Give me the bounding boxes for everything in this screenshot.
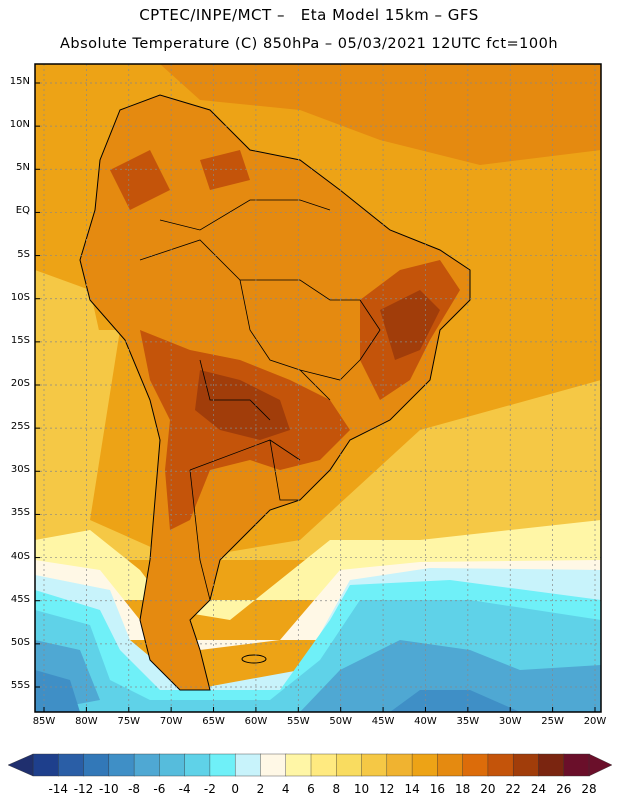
colorbar-tick-label: -10 — [99, 782, 119, 796]
colorbar-tick-label: -6 — [153, 782, 166, 796]
hottest-core — [195, 290, 440, 440]
latitude-label: 50S — [10, 636, 30, 648]
colorbar-swatch — [159, 753, 186, 777]
colorbar-swatch — [386, 753, 413, 777]
colorbar-left-arrow — [7, 753, 34, 777]
colorbar-swatch — [260, 753, 287, 777]
colorbar-tick-label: -2 — [203, 782, 216, 796]
colorbar-swatch — [563, 753, 590, 777]
title-line-1: CPTEC/INPE/MCT – Eta Model 15km – GFS — [139, 6, 479, 24]
longitude-label: 50W — [329, 716, 352, 727]
longitude-label: 80W — [75, 716, 98, 727]
longitude-label: 70W — [159, 716, 183, 727]
latitude-label: 55S — [10, 680, 30, 691]
country-borders — [139, 199, 381, 601]
colorbar-tick-label: -12 — [73, 782, 94, 796]
colorbar-tick-label: 12 — [379, 782, 395, 796]
latitude-label: 10S — [10, 291, 30, 303]
colorbar-swatch — [234, 753, 262, 777]
colorbar-tick-label: 26 — [556, 782, 572, 796]
colorbar-tick-label: -8 — [128, 782, 141, 796]
colorbar-swatch — [285, 753, 312, 777]
colorbar-swatch — [361, 753, 388, 777]
colorbar-swatch — [209, 753, 236, 777]
colorbar-tick-label: 22 — [505, 782, 521, 796]
colorbar-tick-label: 6 — [307, 782, 315, 796]
longitude-label: 85W — [32, 716, 56, 727]
latitude-label: 30S — [10, 464, 30, 476]
colorbar-swatch — [58, 753, 85, 777]
colorbar-swatch — [133, 753, 161, 777]
colorbar-tick-label: 8 — [332, 782, 341, 796]
map-field — [35, 64, 601, 712]
axis-ticks — [35, 82, 596, 712]
longitude-label: 60W — [244, 716, 268, 727]
longitude-label: 65W — [202, 716, 225, 727]
longitude-label: 55W — [286, 716, 310, 727]
colorbar-swatch — [462, 753, 489, 777]
latitude-label: 35S — [10, 507, 30, 519]
colorbar-tick-label: 14 — [404, 782, 420, 796]
latitude-label: 5S — [17, 248, 30, 260]
colorbar-swatch — [310, 753, 337, 777]
colorbar-swatch — [538, 753, 565, 777]
longitude-label: 30W — [498, 716, 522, 727]
latitude-label: 45S — [10, 593, 30, 605]
colorbar-tick-label: 24 — [530, 782, 547, 796]
graticule — [35, 64, 601, 712]
falkland-islands — [241, 654, 267, 664]
latitude-label: EQ — [15, 205, 30, 217]
colorbar-tick-label: 20 — [480, 782, 496, 796]
latitude-label: 25S — [10, 421, 30, 433]
latitude-label: 15N — [9, 76, 30, 87]
colorbar-tick-label: 10 — [353, 782, 370, 796]
colorbar-swatch — [487, 753, 514, 777]
hot-interior — [110, 150, 460, 530]
colorbar-tick-label: 0 — [231, 782, 239, 796]
longitude-label: 20W — [583, 716, 607, 727]
colorbar-swatch — [437, 753, 464, 777]
latitude-label: 10N — [9, 119, 30, 131]
longitude-label: 45W — [371, 716, 395, 727]
colorbar — [7, 753, 613, 777]
title-line-2: Absolute Temperature (C) 850hPa – 05/03/… — [59, 36, 559, 52]
colorbar-tick-label: 16 — [429, 782, 445, 796]
latitude-label: 15S — [10, 334, 30, 346]
colorbar-tick-label: -14 — [48, 782, 69, 796]
latitude-label: 40S — [10, 550, 30, 562]
colorbar-tick-label: -4 — [178, 782, 191, 796]
caribbean-warm — [160, 64, 601, 165]
colorbar-tick-label: 28 — [581, 782, 597, 796]
pacific-mid — [35, 270, 110, 560]
colorbar-right-arrow — [588, 753, 613, 777]
ocean-mid-band — [35, 330, 601, 560]
colorbar-swatch — [184, 753, 211, 777]
longitude-label: 75W — [117, 716, 141, 727]
colorbar-tick-label: 2 — [256, 782, 265, 796]
longitude-label: 40W — [414, 716, 437, 727]
map-frame — [34, 63, 602, 713]
colorbar-swatch — [108, 753, 135, 777]
colorbar-tick-label: 4 — [281, 782, 290, 796]
latitude-label: 20S — [10, 378, 30, 389]
colorbar-swatch — [32, 753, 59, 777]
colorbar-swatch — [83, 753, 110, 777]
longitude-label: 35W — [456, 716, 480, 727]
longitude-label: 25W — [541, 716, 564, 727]
colorbar-swatch — [336, 753, 363, 777]
cold-5 — [35, 670, 520, 712]
colorbar-swatch — [512, 753, 540, 777]
latitude-label: 5N — [16, 162, 30, 174]
colorbar-swatch — [411, 753, 439, 777]
coastline — [79, 94, 471, 691]
colorbar-tick-label: 18 — [454, 782, 471, 796]
